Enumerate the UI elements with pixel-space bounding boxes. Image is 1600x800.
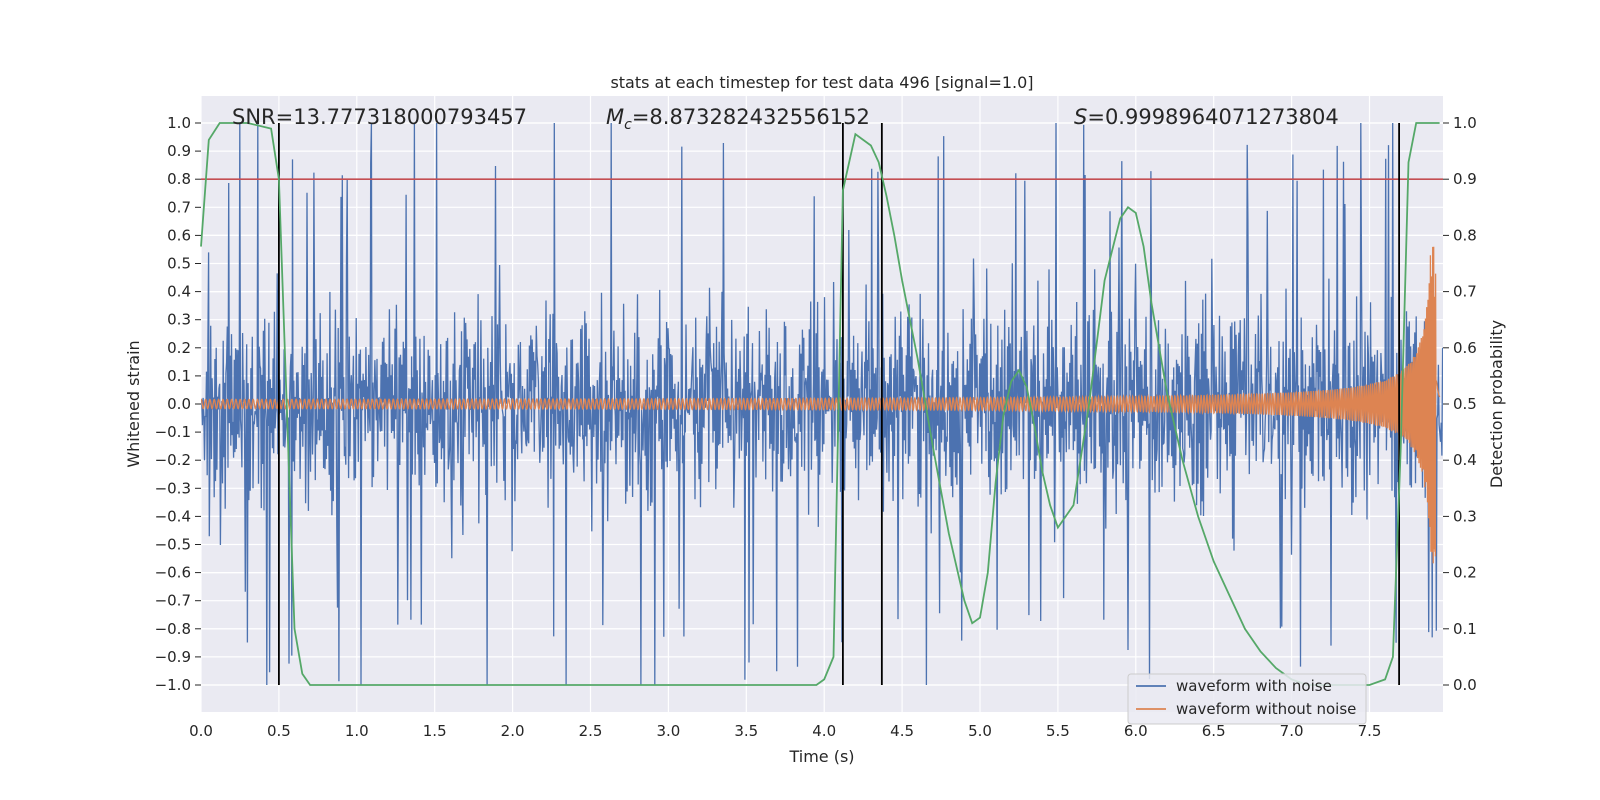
snr-annotation: SNR=13.777318000793457 (232, 105, 527, 129)
y-tick-label: −1.0 (155, 676, 191, 694)
legend-label-clean: waveform without noise (1176, 700, 1356, 718)
series-clean-waveform (201, 246, 1441, 564)
ticks: 0.0 0.5 1.0 1.5 2.0 2.5 3.0 3.5 4.0 4.5 5.0 5.5 6.0 6… (155, 114, 1477, 740)
y2-tick-label: 0.0 (1453, 676, 1477, 694)
y2-tick-label: 0.2 (1453, 564, 1477, 582)
x-tick-label: 6.5 (1202, 722, 1226, 740)
data-layer (201, 122, 1443, 686)
y2-tick-label: 0.4 (1453, 451, 1477, 469)
y2-tick-label: 0.3 (1453, 507, 1477, 525)
x-tick-label: 2.5 (579, 722, 603, 740)
x-tick-label: 4.0 (812, 722, 836, 740)
y2-axis-label: Detection probability (1487, 320, 1506, 488)
x-tick-label: 4.5 (890, 722, 914, 740)
x-tick-label: 6.0 (1124, 722, 1148, 740)
x-tick-label: 2.0 (501, 722, 525, 740)
x-tick-label: 7.5 (1358, 722, 1382, 740)
y-tick-label: 0.0 (167, 395, 191, 413)
x-tick-label: 3.0 (656, 722, 680, 740)
y-tick-label: −0.6 (155, 564, 191, 582)
y-tick-label: 0.6 (167, 226, 191, 244)
y-tick-label: −0.2 (155, 451, 191, 469)
y-tick-label: 0.3 (167, 311, 191, 329)
y-tick-label: −0.1 (155, 423, 191, 441)
y-tick-label: −0.4 (155, 507, 191, 525)
y-tick-label: −0.5 (155, 536, 191, 554)
y-tick-label: −0.3 (155, 479, 191, 497)
y-tick-label: −0.9 (155, 648, 191, 666)
x-tick-label: 1.5 (423, 722, 447, 740)
y2-tick-label: 0.5 (1453, 395, 1477, 413)
y-tick-label: 0.9 (167, 142, 191, 160)
x-tick-label: 0.0 (189, 722, 213, 740)
y-tick-label: 1.0 (167, 114, 191, 132)
y-tick-label: 0.2 (167, 339, 191, 357)
x-tick-label: 5.5 (1046, 722, 1070, 740)
y-tick-label: −0.8 (155, 620, 191, 638)
y2-tick-label: 0.7 (1453, 283, 1477, 301)
x-tick-label: 0.5 (267, 722, 291, 740)
x-tick-label: 3.5 (734, 722, 758, 740)
y-tick-label: 0.8 (167, 170, 191, 188)
y-tick-label: 0.1 (167, 367, 191, 385)
chirp-mass-annotation: Mc=8.873282432556152 (606, 105, 870, 133)
y-tick-label: 0.5 (167, 255, 191, 273)
chart-title: stats at each timestep for test data 496… (610, 73, 1033, 92)
y-tick-label: 0.7 (167, 198, 191, 216)
y-tick-label: −0.7 (155, 592, 191, 610)
y2-tick-label: 0.9 (1453, 170, 1477, 188)
legend-label-noise: waveform with noise (1176, 677, 1332, 695)
y2-tick-label: 0.8 (1453, 226, 1477, 244)
x-tick-label: 7.0 (1280, 722, 1304, 740)
overlap-annotation: S=0.9998964071273804 (1074, 105, 1339, 129)
x-tick-label: 5.0 (968, 722, 992, 740)
y2-tick-label: 0.6 (1453, 339, 1477, 357)
y2-tick-label: 0.1 (1453, 620, 1477, 638)
x-tick-label: 1.0 (345, 722, 369, 740)
legend-box (1127, 673, 1367, 725)
y2-tick-label: 1.0 (1453, 114, 1477, 132)
x-axis-label: Time (s) (788, 747, 854, 766)
y-tick-label: 0.4 (167, 283, 191, 301)
legend: waveform with noise waveform without noi… (1127, 673, 1367, 725)
y-axis-label: Whitened strain (124, 340, 143, 467)
